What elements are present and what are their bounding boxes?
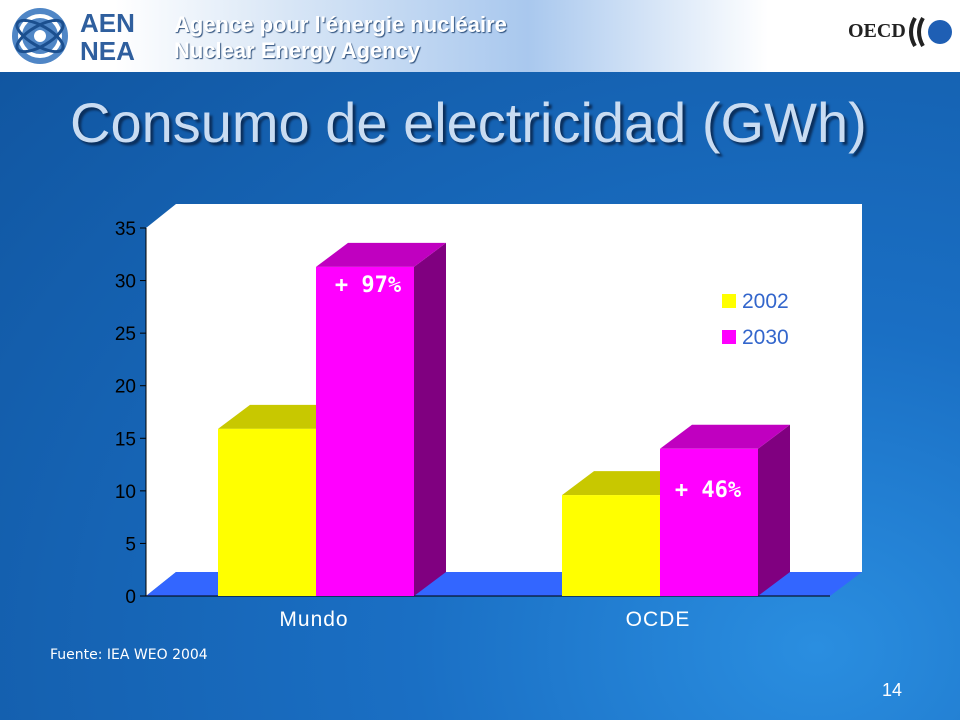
legend-swatch-2002 bbox=[722, 294, 736, 308]
y-tick-label: 20 bbox=[115, 377, 136, 398]
oecd-logo-icon bbox=[909, 17, 952, 47]
oecd-label: OECD bbox=[848, 20, 906, 42]
bar-top-2030-Mundo bbox=[316, 242, 446, 267]
bar-2030-Mundo bbox=[316, 266, 414, 596]
y-tick-label: 10 bbox=[115, 482, 136, 503]
bar-2002-Mundo bbox=[218, 428, 316, 596]
bar-2002-OCDE bbox=[562, 495, 660, 596]
y-tick-label: 5 bbox=[125, 534, 136, 555]
svg-text:AEN: AEN bbox=[80, 8, 135, 38]
legend-label-2030: 2030 bbox=[742, 326, 789, 349]
agency-name-french: Agence pour l'énergie nucléaire bbox=[174, 12, 507, 37]
bar-2030-OCDE bbox=[660, 448, 758, 596]
bar-top-2002-OCDE bbox=[562, 471, 692, 496]
y-tick-label: 0 bbox=[125, 587, 136, 608]
slide-title: Consumo de electricidad (GWh) bbox=[70, 91, 867, 154]
bar-side-2030-Mundo bbox=[414, 242, 446, 596]
svg-text:NEA: NEA bbox=[80, 36, 135, 66]
chart-side-wall bbox=[146, 204, 176, 596]
page-number: 14 bbox=[882, 680, 903, 700]
legend-swatch-2030 bbox=[722, 330, 736, 344]
percent-change-label: + 97% bbox=[335, 273, 402, 298]
nea-emblem-icon bbox=[12, 8, 68, 64]
bar-top-2030-OCDE bbox=[660, 424, 790, 449]
x-tick-label: OCDE bbox=[626, 608, 691, 631]
y-tick-label: 25 bbox=[115, 324, 136, 345]
x-tick-label: Mundo bbox=[279, 608, 348, 631]
nea-logo-text: AEN NEA bbox=[80, 8, 135, 66]
legend-label-2002: 2002 bbox=[742, 290, 789, 313]
y-tick-label: 15 bbox=[115, 429, 136, 450]
bar-top-2002-Mundo bbox=[218, 404, 348, 429]
header-banner: AEN NEA Agence pour l'énergie nucléaire … bbox=[0, 0, 960, 72]
source-note: Fuente: IEA WEO 2004 bbox=[50, 647, 208, 663]
percent-change-label: + 46% bbox=[675, 478, 742, 503]
y-tick-label: 35 bbox=[115, 219, 136, 240]
agency-name-english: Nuclear Energy Agency bbox=[174, 38, 421, 63]
bar-side-2030-OCDE bbox=[758, 424, 790, 596]
y-tick-label: 30 bbox=[115, 272, 136, 293]
